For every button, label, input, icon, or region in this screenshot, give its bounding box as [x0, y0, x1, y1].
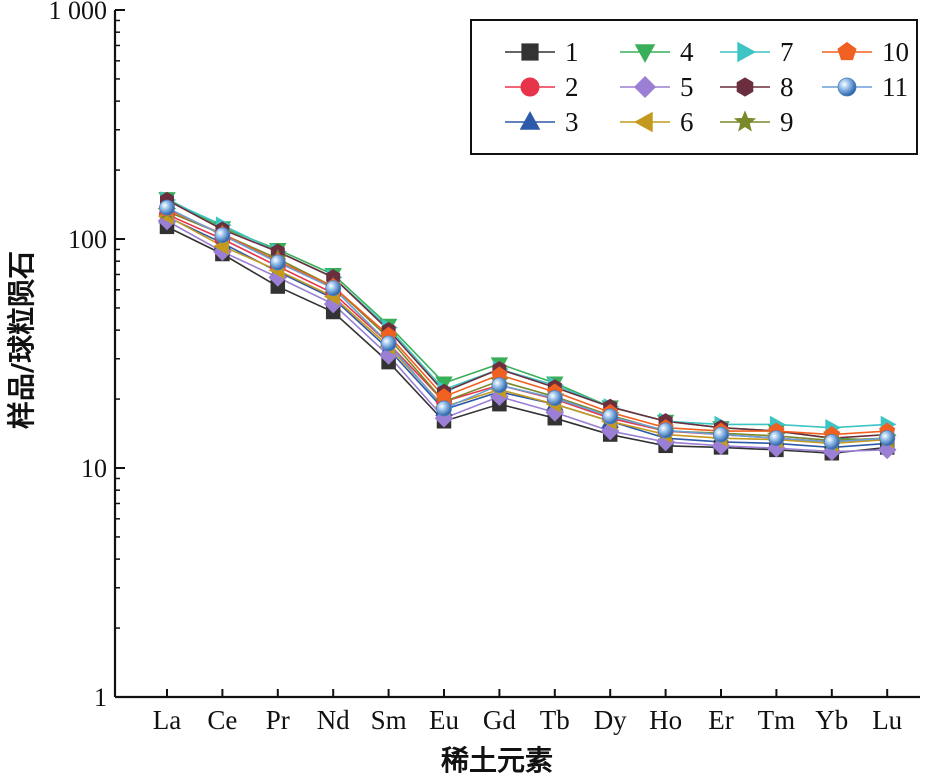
- data-point: [657, 422, 674, 439]
- legend-item-1: 1: [505, 37, 579, 67]
- series-3-markers: [158, 207, 896, 454]
- series-8-markers: [160, 191, 895, 447]
- data-point: [602, 408, 619, 425]
- legend-marker: [634, 44, 656, 63]
- x-axis-title: 稀土元素: [441, 744, 553, 777]
- series-9-line: [166, 210, 888, 442]
- series-5-markers: [157, 211, 897, 461]
- y-tick-label: 1 000: [49, 0, 108, 25]
- data-point: [269, 254, 286, 271]
- legend-item-3: 3: [505, 107, 579, 137]
- data-point: [823, 434, 840, 450]
- legend-label: 2: [565, 72, 579, 102]
- data-point: [713, 426, 729, 443]
- data-point: [214, 227, 231, 243]
- legend-label: 1: [565, 37, 579, 67]
- y-axis-title: 样品/球粒陨石: [5, 251, 38, 429]
- legend-marker: [519, 111, 541, 130]
- legend-marker: [837, 77, 857, 97]
- data-point: [879, 430, 896, 447]
- legend-item-11: 11: [822, 72, 908, 102]
- series-11-markers: [159, 199, 896, 450]
- legend-marker: [736, 77, 754, 97]
- legend-label: 3: [565, 107, 579, 137]
- series-4-markers: [158, 192, 896, 450]
- series-lines: [166, 197, 888, 455]
- x-tick-label: Lu: [872, 705, 902, 735]
- legend-label: 7: [780, 37, 794, 67]
- series-markers: [157, 191, 897, 461]
- legend-label: 4: [680, 37, 694, 67]
- axes: 1 10 100 1 000 La Ce Pr Nd Sm Eu Gd Tb Dy Ho Er Tm Yb Lu: [49, 0, 920, 735]
- x-tick-label: Dy: [594, 705, 627, 735]
- x-tick-label: Tb: [540, 705, 570, 735]
- x-tick-label: Nd: [317, 705, 350, 735]
- x-tick-label: Er: [708, 705, 733, 735]
- data-point: [491, 377, 508, 394]
- legend-marker: [521, 43, 539, 61]
- legend-item-2: 2: [505, 72, 579, 102]
- series-3-line: [166, 216, 888, 449]
- legend: 1 2 3 4 5 6 7 8 9 10 11: [470, 19, 918, 155]
- x-tick-label: Gd: [483, 705, 516, 735]
- series-7-line: [166, 199, 888, 429]
- legend-marker: [837, 41, 857, 61]
- series-11-line: [166, 206, 888, 443]
- data-point: [325, 280, 342, 297]
- y-tick-label: 10: [81, 454, 107, 483]
- x-tick-label: Pr: [266, 705, 290, 735]
- x-tick-label: Yb: [815, 705, 848, 735]
- data-point: [159, 199, 175, 216]
- legend-item-6: 6: [620, 107, 694, 137]
- legend-marker: [633, 75, 657, 99]
- legend-marker: [520, 77, 540, 97]
- series-6-line: [166, 215, 888, 445]
- legend-label: 5: [680, 72, 694, 102]
- legend-label: 10: [882, 37, 909, 67]
- legend-label: 8: [780, 72, 794, 102]
- legend-item-4: 4: [620, 37, 694, 67]
- data-point: [436, 400, 452, 417]
- legend-item-8: 8: [720, 72, 794, 102]
- legend-label: 6: [680, 107, 694, 137]
- legend-item-9: 9: [720, 107, 794, 137]
- x-tick-label: La: [153, 705, 181, 735]
- legend-marker: [737, 41, 756, 63]
- x-tick-label: Ce: [207, 705, 237, 735]
- legend-marker: [634, 111, 653, 133]
- x-tick-label: Sm: [371, 705, 407, 735]
- legend-item-10: 10: [822, 37, 909, 67]
- x-tick-label: Eu: [429, 705, 459, 735]
- y-tick-label: 100: [68, 225, 107, 254]
- legend-item-5: 5: [620, 72, 694, 102]
- series-8-line: [166, 199, 888, 439]
- legend-label: 9: [780, 107, 794, 137]
- y-tick-label: 1: [94, 683, 107, 712]
- series-5-line: [166, 220, 888, 453]
- data-point: [546, 390, 563, 406]
- legend-item-7: 7: [720, 37, 794, 67]
- series-1-line: [166, 226, 888, 455]
- data-point: [380, 335, 397, 352]
- data-point: [768, 430, 785, 447]
- x-tick-label: Ho: [649, 705, 682, 735]
- x-tick-label: Tm: [758, 705, 796, 735]
- legend-marker: [733, 110, 757, 132]
- legend-label: 11: [882, 72, 908, 102]
- series-10-line: [166, 208, 888, 436]
- series-6-markers: [157, 207, 894, 453]
